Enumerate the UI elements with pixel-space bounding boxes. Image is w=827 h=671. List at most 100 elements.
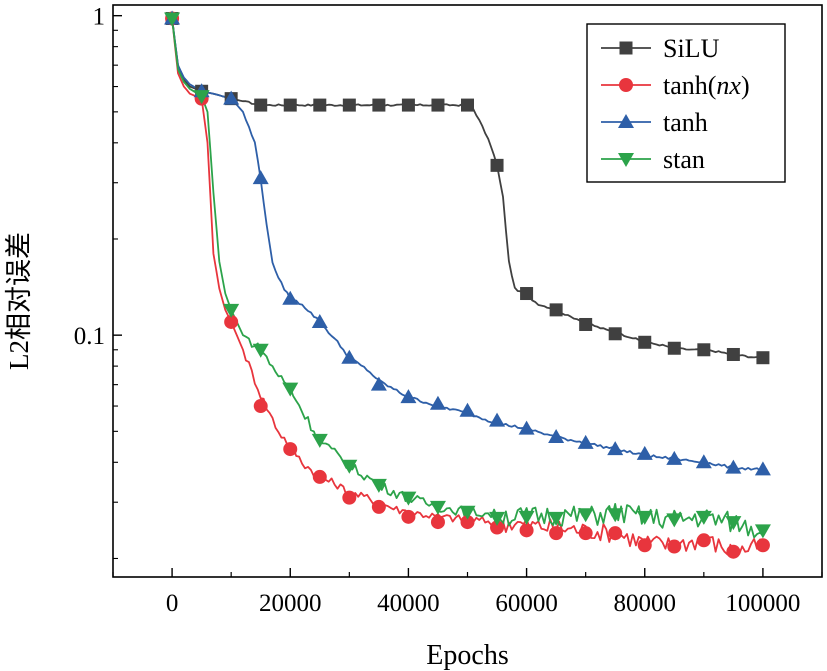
data-point-tanh-nx — [549, 526, 564, 541]
data-point-tanh-nx — [519, 523, 534, 538]
data-point-stan — [193, 90, 210, 105]
y-axis-label: L2相对误差 — [4, 232, 34, 370]
data-point-tanh — [489, 412, 506, 427]
data-point-silu — [549, 303, 563, 317]
data-point-tanh — [400, 389, 417, 404]
x-tick-label: 80000 — [614, 590, 677, 617]
data-point-tanh-nx — [608, 526, 623, 541]
legend-marker-silu — [619, 41, 633, 55]
legend-symbol-tanh-nx — [619, 78, 633, 92]
data-point-tanh-nx — [430, 515, 445, 530]
data-point-tanh — [666, 450, 683, 465]
data-point-stan — [666, 513, 683, 528]
legend-marker-tanh — [618, 114, 634, 128]
data-point-tanh — [223, 90, 240, 105]
data-point-tanh — [518, 420, 535, 435]
data-point-tanh — [252, 170, 269, 185]
data-point-tanh — [725, 459, 742, 474]
data-point-stan — [164, 12, 181, 27]
y-tick-label: 0.1 — [74, 323, 105, 350]
data-point-silu — [520, 287, 534, 301]
legend-label-stan: stan — [663, 145, 705, 174]
data-point-stan — [370, 478, 387, 493]
data-point-stan — [725, 516, 742, 531]
data-point-stan — [518, 510, 535, 525]
legend: SiLU tanh(nx) tanh stan — [586, 23, 786, 183]
axis-ticks: 0 20000 40000 60000 80000 100000 1 0.1 — [74, 4, 823, 617]
data-point-tanh — [311, 313, 328, 328]
data-point-silu — [697, 343, 711, 357]
data-point-silu — [313, 98, 327, 112]
legend-marker-stan — [618, 153, 634, 167]
data-point-stan — [223, 303, 240, 318]
data-point-silu — [579, 317, 593, 331]
y-tick-label: 1 — [93, 4, 106, 31]
data-point-stan — [607, 508, 624, 523]
data-point-silu — [342, 98, 356, 112]
data-point-tanh-nx — [578, 526, 593, 541]
data-point-tanh-nx — [312, 469, 327, 484]
data-point-silu — [401, 98, 415, 112]
legend-entry-tanh-nx: tanh(nx) — [601, 71, 750, 100]
data-point-silu — [254, 98, 268, 112]
data-point-tanh — [429, 395, 446, 410]
series-markers — [164, 10, 771, 559]
data-point-tanh-nx — [637, 538, 652, 553]
legend-marker-tanh-nx — [619, 78, 633, 92]
data-point-tanh-nx — [283, 442, 298, 457]
data-point-silu — [431, 98, 445, 112]
data-point-silu — [726, 347, 740, 361]
data-point-tanh — [282, 290, 299, 305]
data-point-stan — [341, 459, 358, 474]
data-point-silu — [372, 98, 386, 112]
legend-symbol-stan — [618, 153, 634, 167]
data-point-tanh-nx — [401, 509, 416, 524]
data-point-tanh — [548, 429, 565, 444]
data-point-tanh — [459, 402, 476, 417]
data-point-tanh — [695, 454, 712, 469]
data-point-tanh-nx — [726, 544, 741, 559]
data-point-tanh — [607, 441, 624, 456]
data-point-tanh — [341, 349, 358, 364]
data-point-stan — [636, 510, 653, 525]
legend-entry-stan: stan — [601, 145, 705, 174]
data-point-stan — [400, 491, 417, 506]
data-point-silu — [638, 335, 652, 349]
x-tick-label: 60000 — [495, 590, 558, 617]
data-point-stan — [489, 511, 506, 526]
data-point-stan — [548, 511, 565, 526]
data-point-tanh-nx — [224, 314, 239, 329]
data-point-silu — [490, 158, 504, 172]
data-point-tanh — [577, 434, 594, 449]
data-point-stan — [311, 433, 328, 448]
data-point-tanh-nx — [755, 538, 770, 553]
data-point-tanh-nx — [667, 539, 682, 554]
data-point-tanh-nx — [460, 515, 475, 530]
legend-label-tanh: tanh — [663, 108, 708, 137]
data-point-tanh — [370, 376, 387, 391]
legend-entry-silu: SiLU — [601, 34, 720, 63]
data-point-stan — [577, 508, 594, 523]
legend-label-tanh-nx: tanh(nx) — [663, 71, 750, 100]
data-point-silu — [608, 327, 622, 341]
data-point-tanh-nx — [253, 399, 268, 414]
data-point-stan — [429, 500, 446, 515]
data-point-stan — [252, 343, 269, 358]
data-point-tanh-nx — [490, 520, 505, 535]
data-point-stan — [695, 510, 712, 525]
x-axis-label: Epochs — [426, 640, 508, 671]
legend-entry-tanh: tanh — [601, 108, 708, 137]
x-tick-label: 40000 — [377, 590, 440, 617]
data-point-tanh — [636, 445, 653, 460]
data-point-tanh — [754, 461, 771, 476]
data-point-silu — [283, 98, 297, 112]
legend-symbol-tanh — [618, 114, 634, 128]
data-point-stan — [282, 382, 299, 397]
data-point-tanh-nx — [696, 533, 711, 548]
x-tick-label: 20000 — [259, 590, 322, 617]
data-point-tanh-nx — [371, 499, 386, 514]
data-point-silu — [461, 98, 474, 112]
x-tick-label: 0 — [166, 590, 179, 617]
data-point-tanh-nx — [342, 490, 357, 505]
